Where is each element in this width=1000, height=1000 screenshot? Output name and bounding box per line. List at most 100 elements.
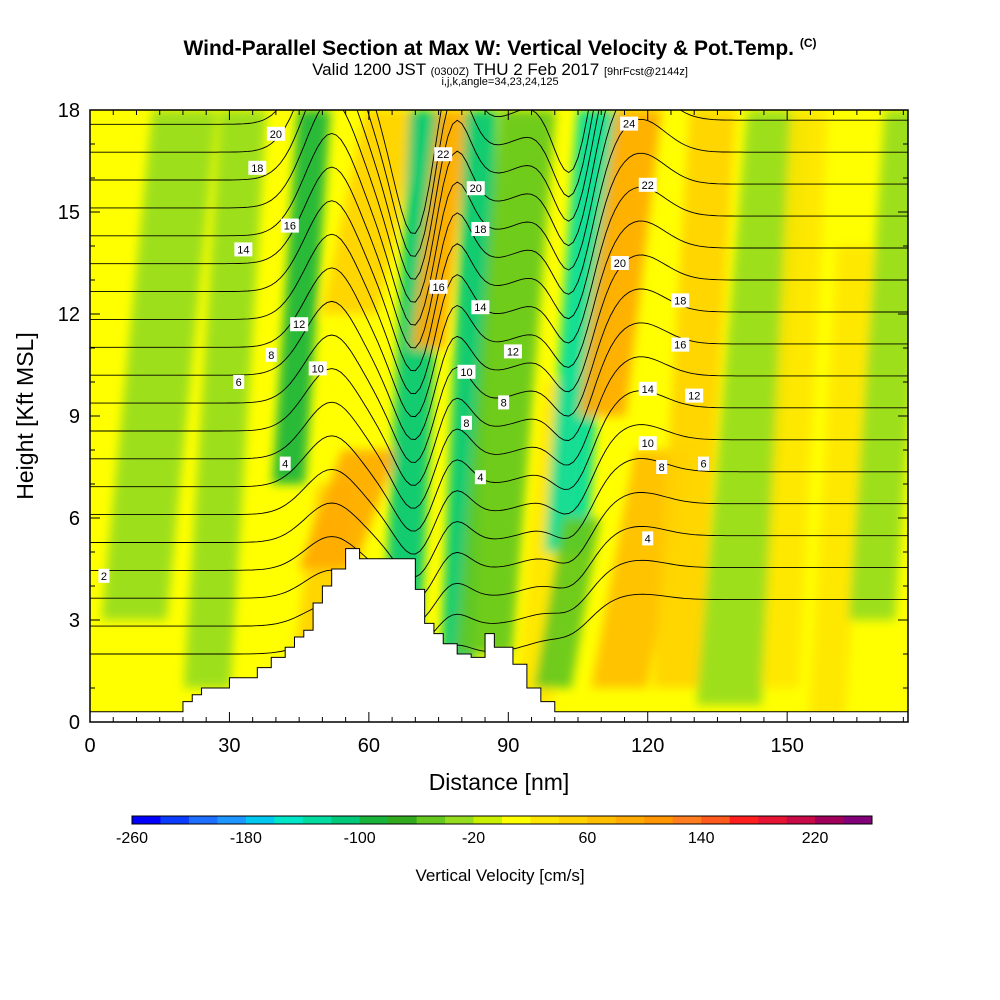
theta-contour-1 (90, 559, 908, 647)
velocity-band-7 (411, 110, 470, 348)
theta-contour-19 (90, 110, 589, 234)
contour-label: 6 (700, 459, 706, 471)
velocity-band-17 (761, 110, 829, 688)
colorbar-frame (131, 815, 873, 825)
theta-contour-4 (90, 458, 908, 578)
velocity-band-12 (534, 518, 601, 688)
contour-label: 10 (642, 438, 654, 450)
contour-labels: 2018161412108642222018161410128842422201… (98, 116, 709, 583)
contour-label: 12 (293, 319, 305, 331)
contour-label-box (266, 126, 285, 141)
colorbar-tick-label: 220 (802, 830, 829, 847)
colorbar-title: Vertical Velocity [cm/s] (415, 866, 584, 885)
terrain (90, 548, 908, 722)
y-tick-label: 3 (69, 610, 80, 632)
contour-label-box (498, 395, 510, 410)
colorbar-swatch (758, 816, 788, 824)
contour-label: 18 (474, 224, 486, 236)
chart-subtitle: Valid 1200 JST (0300Z) THU 2 Feb 2017 [9… (0, 60, 1000, 80)
colorbar-tick-label: 140 (688, 830, 715, 847)
y-tick-label: 15 (58, 202, 80, 224)
contour-label-box (98, 568, 110, 583)
theta-contour-17 (90, 110, 600, 280)
x-tick-label: 0 (84, 735, 95, 757)
contour-label: 16 (674, 340, 686, 352)
copyright-mark: (C) (799, 36, 817, 50)
contour-label-box (474, 470, 486, 485)
x-tick-label: 30 (218, 735, 240, 757)
contour-label-box (671, 337, 690, 352)
contour-label: 10 (312, 363, 324, 375)
theta-contour-3 (90, 492, 908, 601)
theta-contour-13 (90, 152, 908, 372)
contour-label: 14 (237, 244, 249, 256)
theta-contour-12 (90, 186, 908, 395)
contour-label: 20 (270, 129, 282, 141)
subtitle-valid-time: Valid 1200 JST (312, 60, 426, 79)
y-tick-label: 0 (69, 712, 80, 734)
colorbar-swatch (217, 816, 247, 824)
contour-label-box (234, 242, 253, 257)
colorbar-swatch (502, 816, 531, 824)
subtitle-date: THU 2 Feb 2017 (473, 60, 600, 79)
colorbar-swatch (132, 816, 161, 824)
theta-contour-15 (90, 110, 908, 326)
contour-label-box (656, 460, 668, 474)
theta-contour-6 (90, 390, 908, 532)
y-tick-label: 6 (69, 508, 80, 530)
contour-label: 6 (236, 377, 242, 389)
contour-label-box (429, 279, 448, 294)
theta-contour-10 (90, 254, 908, 440)
contour-label: 20 (470, 183, 482, 195)
y-tick-label: 18 (58, 100, 80, 122)
contour-label: 8 (659, 462, 665, 474)
y-axis-label: Height [Kft MSL] (12, 332, 38, 499)
colorbar-swatch (644, 816, 674, 824)
contour-label-box (460, 415, 472, 430)
contour-label-box (280, 218, 299, 233)
x-tick-label: 150 (770, 735, 803, 757)
colorbar-swatch (274, 816, 304, 824)
x-axis-label: Distance [nm] (429, 769, 570, 795)
theta-contours (90, 110, 908, 669)
colorbar-swatch (302, 816, 332, 824)
x-tick-label: 60 (358, 735, 380, 757)
contour-label: 8 (463, 418, 469, 430)
section-parameters: i,j,k,angle=34,23,24,125 (441, 76, 559, 88)
colorbar-swatch (530, 816, 560, 824)
contour-label: 10 (460, 367, 472, 379)
theta-contour-18 (90, 110, 594, 257)
contour-label-box (638, 177, 657, 192)
contour-label: 2 (101, 571, 107, 583)
colorbar-swatch (245, 816, 275, 824)
contour-label: 12 (507, 346, 519, 358)
contour-label-box (471, 222, 490, 236)
plot-area: 2018161412108642222018161410128842422201… (90, 110, 908, 722)
contour-label: 20 (614, 258, 626, 270)
y-tick-label: 9 (69, 406, 80, 428)
contour-label: 4 (282, 459, 288, 471)
colorbar-swatch (672, 816, 702, 824)
subtitle-forecast: [9hrFcst@2144z] (603, 66, 688, 78)
colorbar-swatch (701, 816, 731, 824)
chart-title: Wind-Parallel Section at Max W: Vertical… (0, 36, 1000, 61)
colorbar-tick-label: 60 (578, 830, 596, 847)
x-axis: 0 30 60 90 120 150 (84, 110, 904, 757)
y-axis: 0 3 6 9 12 15 18 (58, 100, 908, 734)
theta-contour-5 (90, 424, 908, 555)
chart-title-text: Wind-Parallel Section at Max W: Vertical… (183, 37, 794, 60)
velocity-band-8 (439, 110, 498, 688)
theta-contour-11 (90, 220, 908, 418)
subtitle-utc: (0300Z) (430, 66, 470, 78)
colorbar-tick-label: -180 (230, 830, 262, 847)
contour-label-box (265, 347, 277, 362)
contour-label-box (279, 456, 291, 471)
contour-label: 16 (284, 221, 296, 233)
contour-label-box (698, 456, 709, 471)
colorbar: -260 -180 -100 -20 60 140 220 (116, 815, 873, 847)
colorbar-swatch (615, 816, 645, 824)
velocity-band-4 (298, 450, 398, 569)
theta-contour-14 (90, 118, 908, 349)
contour-label-box (620, 116, 639, 131)
